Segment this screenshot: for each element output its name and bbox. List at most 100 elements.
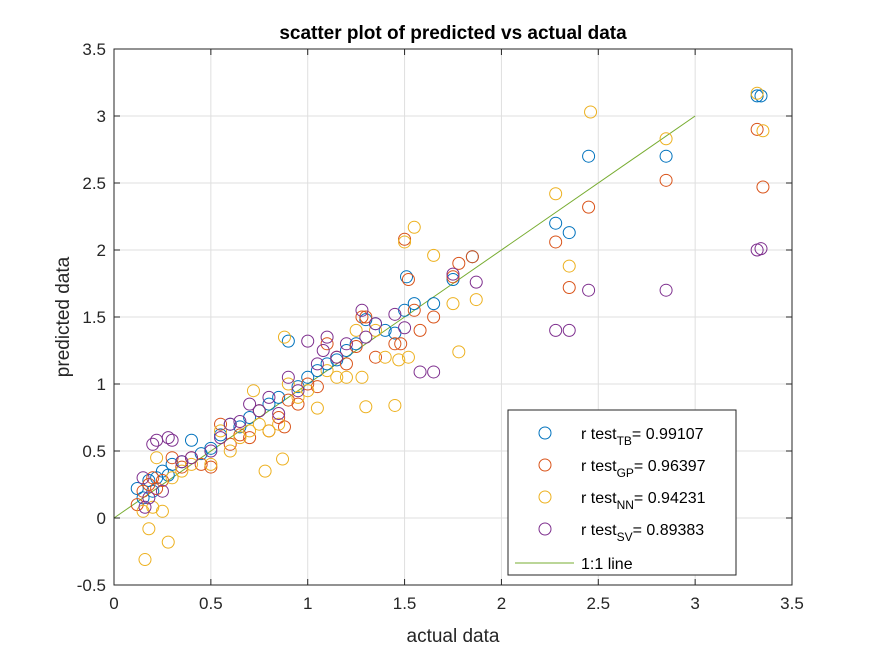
data-point-gp — [562, 281, 576, 295]
data-point-sv — [262, 390, 276, 404]
data-point-gp — [398, 232, 412, 246]
data-point-sv — [146, 437, 160, 451]
data-point-gp — [204, 460, 218, 474]
data-point-gp — [272, 411, 286, 424]
data-point-sv — [316, 344, 330, 357]
data-point-nn — [452, 345, 466, 359]
data-point-tb — [301, 370, 315, 384]
data-point-tb — [549, 216, 563, 230]
data-point-sv — [355, 303, 369, 317]
data-point-sv — [138, 500, 152, 514]
y-tick-label: 1.5 — [82, 308, 106, 327]
y-tick-label: -0.5 — [77, 576, 106, 595]
series-sv — [136, 242, 768, 514]
data-point-gp — [369, 350, 383, 364]
legend-label: 1:1 line — [581, 556, 633, 573]
data-point-tb — [243, 411, 257, 424]
data-point-sv — [562, 323, 576, 337]
chart-title: scatter plot of predicted vs actual data — [279, 23, 627, 44]
data-point-gp — [310, 380, 324, 394]
data-point-gp — [394, 337, 408, 351]
data-point-nn — [398, 235, 412, 249]
data-point-gp — [194, 457, 208, 471]
data-point-gp — [582, 200, 596, 214]
data-point-nn — [223, 444, 237, 458]
data-point-tb — [582, 149, 596, 163]
series-nn — [136, 86, 770, 567]
data-point-tb — [281, 334, 295, 348]
reference-line-layer — [113, 115, 696, 519]
data-point-gp — [339, 357, 353, 371]
data-point-nn — [243, 424, 257, 438]
data-point-tb — [262, 397, 276, 411]
data-point-sv — [233, 415, 247, 429]
x-tick-label: 2 — [497, 594, 506, 613]
data-point-nn — [175, 464, 189, 478]
y-tick-label: 2 — [97, 241, 106, 260]
data-point-sv — [388, 307, 402, 321]
data-point-nn — [378, 350, 392, 364]
data-point-gp — [155, 473, 169, 487]
data-point-tb — [659, 149, 673, 163]
x-tick-label: 1 — [303, 594, 312, 613]
data-point-tb — [339, 344, 353, 357]
data-point-nn — [142, 522, 156, 536]
x-tick-label: 0 — [109, 594, 118, 613]
data-point-gp — [388, 337, 402, 351]
ticks: 0 0.5 1 1.5 2 2.5 3 3.5-0.500.511.522.533.5 — [77, 40, 804, 613]
data-point-nn — [281, 377, 295, 391]
data-point-nn — [291, 390, 305, 404]
data-point-sv — [582, 283, 596, 297]
data-point-tb — [146, 484, 160, 498]
data-point-tb — [359, 313, 373, 327]
x-tick-label: 1.5 — [393, 594, 417, 613]
data-point-nn — [258, 464, 272, 478]
data-point-nn — [659, 132, 673, 146]
data-point-gp — [659, 173, 673, 187]
data-point-tb — [214, 428, 228, 442]
data-point-sv — [136, 471, 150, 485]
data-point-sv — [310, 357, 324, 371]
data-point-nn — [401, 350, 415, 364]
data-point-gp — [243, 431, 257, 445]
data-point-tb — [130, 482, 144, 496]
y-tick-label: 2.5 — [82, 174, 106, 193]
data-point-nn — [262, 424, 276, 438]
data-point-sv — [252, 404, 266, 418]
data-point-tb — [184, 433, 198, 447]
data-point-sv — [204, 444, 218, 458]
data-point-sv — [281, 370, 295, 384]
data-point-sv — [369, 317, 383, 331]
data-point-tb — [400, 270, 414, 284]
data-point-nn — [277, 330, 291, 344]
data-point-nn — [339, 370, 353, 384]
data-point-tb — [754, 89, 768, 103]
data-point-sv — [320, 330, 334, 344]
y-tick-label: 1 — [97, 375, 106, 394]
data-point-nn — [276, 452, 290, 466]
data-point-nn — [549, 187, 563, 201]
y-tick-label: 0.5 — [82, 442, 106, 461]
data-point-tb — [446, 272, 460, 286]
data-point-nn — [320, 364, 334, 378]
data-point-nn — [184, 457, 198, 471]
data-point-tb — [388, 326, 402, 340]
data-point-nn — [407, 220, 421, 234]
legend-label: r testSV= 0.89383 — [581, 522, 704, 544]
data-point-gp — [750, 122, 764, 136]
data-point-gp — [281, 393, 295, 407]
data-point-nn — [359, 400, 373, 414]
data-point-nn — [330, 370, 344, 384]
x-tick-label: 3.5 — [780, 594, 804, 613]
data-point-nn — [252, 417, 266, 431]
data-point-tb — [320, 357, 334, 371]
data-point-gp — [452, 256, 466, 270]
data-point-gp — [175, 460, 189, 474]
legend-label: r testTB= 0.99107 — [581, 426, 704, 448]
data-point-sv — [161, 431, 175, 445]
data-point-tb — [330, 353, 344, 367]
series-gp — [130, 122, 770, 512]
data-point-nn — [355, 370, 369, 384]
data-point-sv — [659, 283, 673, 297]
data-point-gp — [401, 272, 415, 286]
